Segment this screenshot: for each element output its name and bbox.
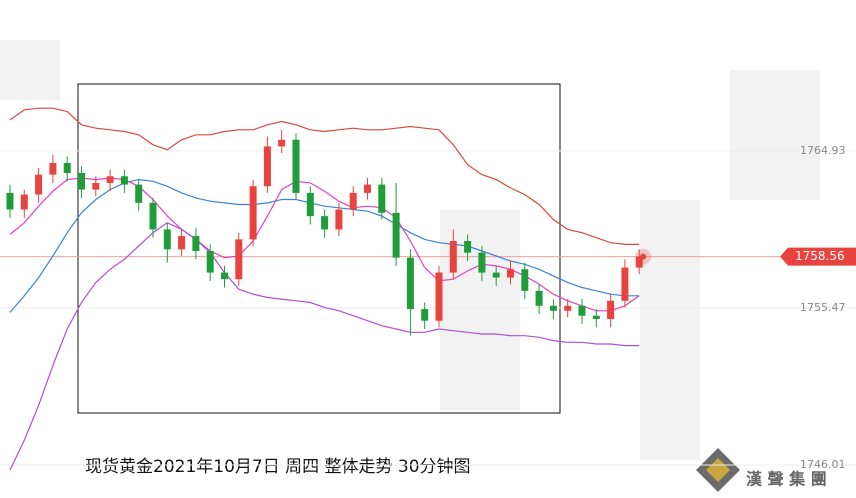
- band-line: [9, 107, 640, 245]
- candle-body: [378, 184, 386, 213]
- chart-title: 现货黄金2021年10月7日 周四 整体走势 30分钟图: [85, 457, 471, 477]
- candle-body: [607, 300, 615, 320]
- y-tick-label: 1746.01: [800, 458, 846, 471]
- price-tag: [780, 247, 856, 266]
- band-line: [9, 222, 640, 471]
- candle-body: [635, 256, 643, 268]
- candle-body: [78, 172, 85, 190]
- candle-body: [63, 163, 71, 173]
- candle-body: [406, 257, 414, 310]
- candle-body: [206, 250, 214, 273]
- candle-body: [49, 163, 57, 175]
- background-buildings: [0, 40, 820, 460]
- candle-body: [564, 305, 572, 311]
- band-line: [9, 178, 640, 313]
- candle-body: [321, 216, 329, 230]
- candle-body: [178, 236, 186, 250]
- candle-body: [435, 272, 443, 321]
- candle-body: [263, 146, 271, 187]
- candle-body: [521, 269, 529, 291]
- band-line: [9, 177, 640, 312]
- logo: 漢 聲 集 團: [696, 448, 827, 492]
- candle-body: [421, 309, 429, 321]
- candle-body: [306, 192, 314, 217]
- candle-body: [6, 192, 14, 210]
- frame: [77, 83, 561, 414]
- candle-body: [621, 267, 629, 301]
- current-price-label: 1758.56: [795, 249, 845, 263]
- candle-body: [464, 241, 472, 253]
- candle-body: [120, 176, 128, 185]
- logo-text: 漢 聲 集 團: [746, 470, 827, 489]
- price-dot: [640, 253, 647, 260]
- candle-body: [249, 186, 257, 240]
- candle-body: [507, 269, 514, 278]
- candle-body: [149, 202, 157, 230]
- candle-body: [292, 139, 300, 193]
- candle-body: [92, 182, 100, 190]
- candle-body: [364, 184, 371, 193]
- candle-body: [578, 305, 586, 316]
- candle-body: [163, 229, 171, 250]
- candle-body: [349, 192, 357, 210]
- candle-body: [106, 176, 114, 183]
- candle-body: [535, 290, 543, 306]
- candle-body: [35, 174, 43, 195]
- candle-body: [235, 239, 243, 280]
- candle-body: [549, 305, 557, 311]
- candle-body: [478, 252, 486, 273]
- candle-body: [192, 236, 200, 251]
- candle-body: [492, 272, 500, 278]
- candle-body: [592, 315, 600, 320]
- candle-body: [392, 212, 400, 258]
- candle-body: [278, 139, 286, 147]
- candle-body: [449, 241, 457, 273]
- candle-body: [221, 272, 228, 280]
- candle-body: [335, 209, 343, 230]
- candle-body: [135, 184, 143, 203]
- y-tick-label: 1764.93: [800, 144, 846, 157]
- y-tick-label: 1755.47: [800, 301, 846, 314]
- candle-body: [20, 194, 28, 210]
